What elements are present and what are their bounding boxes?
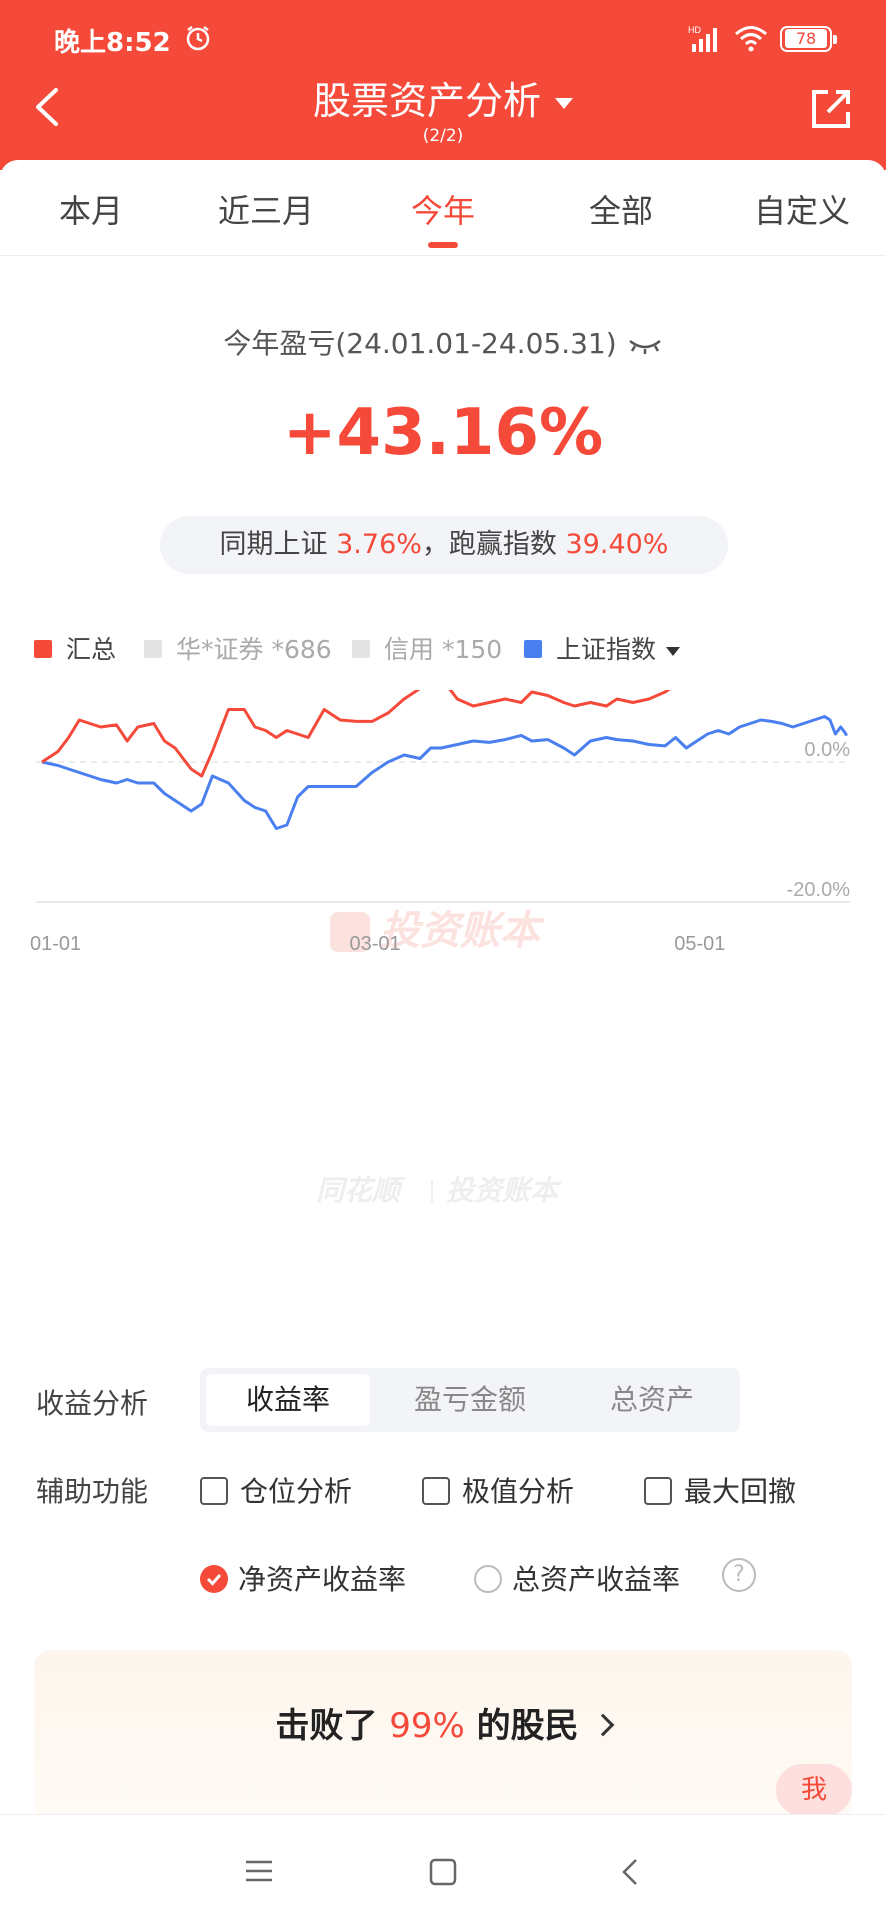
checkbox-icon xyxy=(200,1477,228,1505)
metric-segmented-control: 收益率 盈亏金额 总资产 xyxy=(200,1368,740,1432)
watermark-bottom-left: 同花顺 xyxy=(316,1175,405,1206)
legend-label: 信用 *150 xyxy=(384,635,503,664)
beat-suffix: 的股民 xyxy=(476,1706,579,1746)
segment-return-rate[interactable]: 收益率 xyxy=(206,1374,370,1426)
legend-swatch xyxy=(524,640,542,658)
beat-index-value: 39.40% xyxy=(565,529,669,560)
legend-total[interactable]: 汇总 xyxy=(34,630,116,666)
checkbox-label: 仓位分析 xyxy=(240,1475,353,1508)
chevron-down-icon xyxy=(555,98,573,109)
system-nav-bar xyxy=(0,1814,886,1920)
legend-swatch xyxy=(34,640,52,658)
me-button[interactable]: 我 xyxy=(776,1764,852,1816)
period-tabs: 本月 近三月 今年 全部 自定义 xyxy=(0,160,886,256)
chevron-right-icon xyxy=(591,1713,614,1736)
x-tick-label: 03-01 xyxy=(349,933,400,955)
content-card: 本月 近三月 今年 全部 自定义 今年盈亏(24.01.01-24.05.31)… xyxy=(0,160,886,1820)
series-line-sh-index xyxy=(41,715,848,830)
period-label: 今年盈亏(24.01.01-24.05.31) xyxy=(0,322,886,362)
segment-total-assets[interactable]: 总资产 xyxy=(609,1383,694,1416)
watermark-center: 投资账本 xyxy=(380,909,545,953)
beat-prefix: 击败了 xyxy=(275,1706,378,1746)
aux-functions-label: 辅助功能 xyxy=(36,1475,149,1508)
y-tick-label: 0.0% xyxy=(804,739,850,761)
alarm-icon xyxy=(184,24,212,56)
checkbox-label: 最大回撤 xyxy=(684,1475,797,1508)
index-compare: 同期上证 3.76%，跑赢指数 39.40% xyxy=(160,516,728,574)
status-bar: 晚上8:52 HD 78 xyxy=(0,0,886,78)
legend-sh-index[interactable]: 上证指数 xyxy=(524,630,681,666)
radio-checked-icon xyxy=(200,1565,228,1593)
home-square-icon[interactable] xyxy=(428,1857,458,1887)
tab-this-month[interactable]: 本月 xyxy=(58,192,123,230)
menu-icon[interactable] xyxy=(244,1859,274,1883)
tab-three-months[interactable]: 近三月 xyxy=(217,192,314,230)
total-return: +43.16% xyxy=(282,396,604,470)
tab-all[interactable]: 全部 xyxy=(588,192,653,230)
checkbox-extreme-analysis[interactable]: 极值分析 xyxy=(422,1470,574,1510)
beat-text: 击败了 99% 的股民 xyxy=(34,1698,852,1747)
status-time: 晚上8:52 xyxy=(54,28,171,58)
legend-label: 华*证券 *686 xyxy=(176,635,332,664)
legend-swatch xyxy=(144,640,162,658)
tab-this-year[interactable]: 今年 xyxy=(410,192,475,230)
return-chart[interactable]: 投资账本 同花顺 投资账本 60.0%40.0%20.0%0.0%-20.0% … xyxy=(0,690,886,1230)
legend-swatch xyxy=(352,640,370,658)
checkbox-position-analysis[interactable]: 仓位分析 xyxy=(200,1470,352,1510)
watermark-bottom-right: 投资账本 xyxy=(446,1175,562,1206)
eye-closed-icon[interactable] xyxy=(627,329,663,362)
x-tick-label: 05-01 xyxy=(674,933,725,955)
segment-profit-amount[interactable]: 盈亏金额 xyxy=(413,1383,526,1416)
chevron-down-icon xyxy=(666,646,681,656)
page-title[interactable]: 股票资产分析 xyxy=(0,70,886,125)
checkbox-max-drawdown[interactable]: 最大回撤 xyxy=(644,1470,796,1510)
help-icon[interactable]: ? xyxy=(722,1558,756,1592)
radio-unchecked-icon xyxy=(474,1565,502,1593)
income-analysis-label: 收益分析 xyxy=(36,1387,149,1420)
legend-label: 上证指数 xyxy=(556,635,657,664)
watermark-logo-icon xyxy=(330,912,370,952)
radio-total-asset-return[interactable]: 总资产收益率 xyxy=(474,1558,680,1598)
app-header: 晚上8:52 HD 78 股票资产分析 (2/2) xyxy=(0,0,886,170)
back-button[interactable] xyxy=(24,82,74,132)
network-type-label: HD xyxy=(688,25,701,35)
checkbox-icon xyxy=(644,1477,672,1505)
x-tick-label: 01-01 xyxy=(30,933,81,955)
series-line-total xyxy=(41,690,687,778)
signal-icon: HD xyxy=(688,24,722,58)
beat-investors-banner[interactable]: 击败了 99% 的股民 xyxy=(34,1650,852,1820)
compare-prefix: 同期上证 xyxy=(219,529,328,560)
legend-account-686[interactable]: 华*证券 *686 xyxy=(144,630,332,666)
y-tick-label: -20.0% xyxy=(787,879,851,901)
page-indicator: (2/2) xyxy=(422,126,464,146)
share-button[interactable] xyxy=(808,86,854,132)
active-tab-indicator xyxy=(428,242,458,248)
radio-label: 净资产收益率 xyxy=(238,1563,407,1596)
legend-credit-150[interactable]: 信用 *150 xyxy=(352,630,502,666)
beat-percent: 99% xyxy=(389,1706,465,1746)
legend-label: 汇总 xyxy=(66,635,117,664)
share-icon xyxy=(812,90,850,128)
back-triangle-icon[interactable] xyxy=(618,1857,642,1887)
checkbox-label: 极值分析 xyxy=(462,1475,575,1508)
radio-label: 总资产收益率 xyxy=(512,1563,681,1596)
tab-custom[interactable]: 自定义 xyxy=(753,192,850,230)
compare-mid: ，跑赢指数 xyxy=(421,529,557,560)
battery-level: 78 xyxy=(785,29,827,48)
battery-icon: 78 xyxy=(780,26,837,52)
radio-net-asset-return[interactable]: 净资产收益率 xyxy=(200,1558,406,1598)
checkbox-icon xyxy=(422,1477,450,1505)
page-title-text: 股票资产分析 xyxy=(312,79,541,123)
index-return: 3.76% xyxy=(336,529,422,560)
wifi-icon xyxy=(734,24,768,56)
period-text: 今年盈亏(24.01.01-24.05.31) xyxy=(223,327,617,360)
